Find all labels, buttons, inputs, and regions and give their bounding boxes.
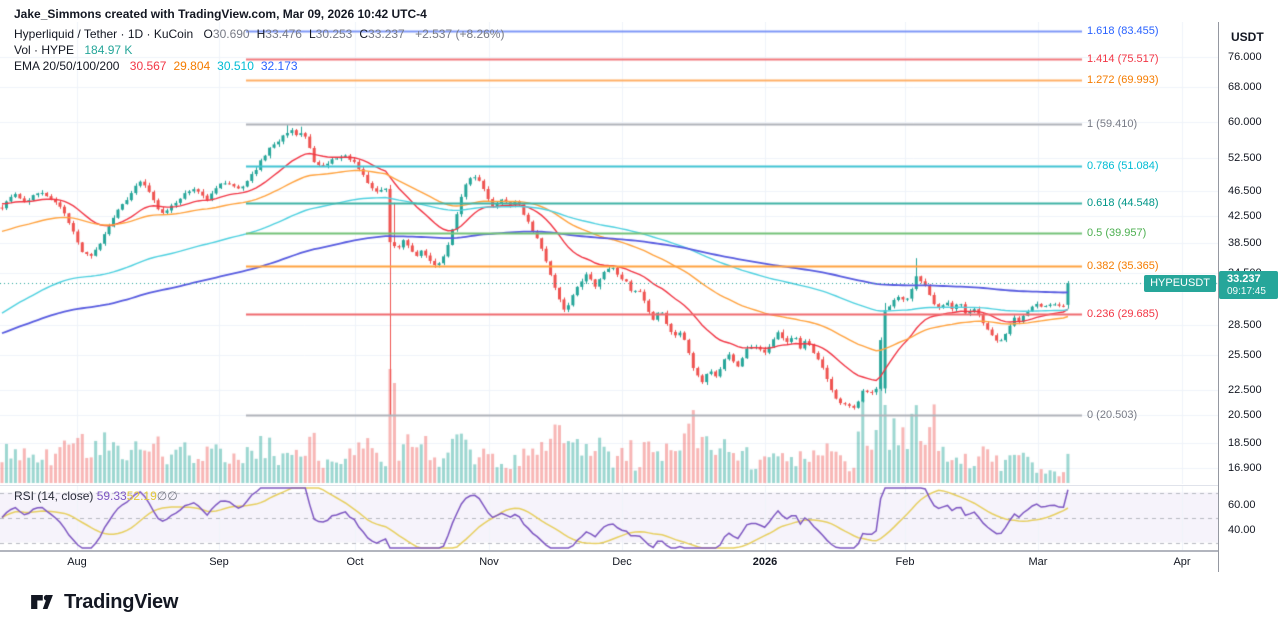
ohlc-item: C33.237 — [359, 27, 405, 41]
fib-level-label: 1.272 (69.993) — [1087, 73, 1159, 86]
rsi-value: ∅ — [156, 489, 168, 503]
price-tick-label: 28.500 — [1228, 319, 1262, 332]
tradingview-logo-icon — [31, 594, 53, 609]
price-tick-label: 38.500 — [1228, 236, 1262, 249]
time-axis-label: Aug — [67, 556, 87, 568]
tradingview-logo-text: TradingView — [64, 590, 179, 613]
time-axis-label: Feb — [895, 556, 915, 568]
time-axis-label: Apr — [1173, 556, 1191, 568]
fib-level-label: 0.786 (51.084) — [1087, 159, 1159, 172]
legend-volume-value: 184.97 K — [84, 43, 133, 57]
price-tick-label: 42.500 — [1228, 209, 1262, 222]
fib-level-label: 1 (59.410) — [1087, 118, 1138, 131]
rsi-tick-label: 60.00 — [1228, 499, 1256, 511]
bar-countdown: 09:17:45 — [1227, 286, 1266, 298]
ohlc-item: H33.476 — [256, 27, 302, 41]
axis-currency-label: USDT — [1231, 30, 1264, 44]
chart-legend: Hyperliquid / Tether · 1D · KuCoin O30.6… — [14, 26, 504, 74]
symbol-price-label-badge[interactable]: HYPEUSDT — [1144, 275, 1216, 293]
time-axis-label: Mar — [1028, 556, 1048, 568]
legend-ohlc-values: O30.690 H33.476 L30.253 C33.237 — [197, 27, 405, 41]
pane-separator-main-rsi[interactable] — [0, 485, 1280, 486]
ema-value: 32.173 — [260, 59, 298, 73]
fib-level-label: 1.618 (83.455) — [1087, 25, 1159, 38]
legend-series-title[interactable]: Hyperliquid / Tether · 1D · KuCoin — [14, 27, 194, 41]
fib-level-label: 0.382 (35.365) — [1087, 260, 1159, 273]
ema-value: 29.804 — [173, 59, 211, 73]
price-tick-label: 60.000 — [1228, 115, 1262, 128]
rsi-legend-values: 59.3352.19∅∅ — [97, 489, 178, 503]
legend-ema-row[interactable]: EMA 20/50/100/200 30.567 29.804 30.510 32.1… — [14, 58, 504, 74]
pane-separator-rsi-timeaxis[interactable] — [0, 550, 1280, 552]
rsi-value: 59.33 — [96, 489, 127, 503]
legend-change: +2.537 (+8.26%) — [415, 27, 505, 41]
price-tick-label: 25.500 — [1228, 349, 1262, 362]
rsi-legend-label: RSI (14, close) — [14, 489, 94, 503]
ema-value: 30.510 — [217, 59, 254, 73]
price-tick-label: 18.500 — [1228, 437, 1262, 450]
time-axis-label: 2026 — [752, 556, 778, 568]
ohlc-item: O30.690 — [203, 27, 250, 41]
price-tick-label: 16.900 — [1228, 461, 1262, 474]
current-price-badge[interactable]: 33.237 09:17:45 — [1219, 271, 1278, 300]
fib-level-label: 0.236 (29.685) — [1087, 307, 1159, 320]
price-tick-label: 46.500 — [1228, 185, 1262, 198]
tradingview-logo[interactable]: TradingView — [28, 588, 178, 616]
legend-ema-values: 30.567 29.804 30.510 32.173 — [123, 59, 298, 73]
rsi-value: 52.19 — [126, 489, 157, 503]
rsi-legend-row[interactable]: RSI (14, close) 59.3352.19∅∅ — [14, 489, 178, 503]
legend-volume-label: Vol · HYPE — [14, 43, 75, 57]
ohlc-item: L30.253 — [308, 27, 353, 41]
time-axis-label: Nov — [479, 556, 499, 568]
time-axis-label: Dec — [612, 556, 632, 568]
legend-volume-row[interactable]: Vol · HYPE 184.97 K — [14, 42, 504, 58]
legend-symbol-row[interactable]: Hyperliquid / Tether · 1D · KuCoin O30.6… — [14, 26, 504, 42]
price-tick-label: 76.000 — [1228, 51, 1262, 63]
price-tick-label: 22.500 — [1228, 383, 1262, 396]
time-axis-label: Oct — [346, 556, 364, 568]
time-axis-label: Sep — [209, 556, 229, 568]
price-chart-canvas[interactable] — [0, 22, 1218, 484]
fib-level-label: 0.618 (44.548) — [1087, 196, 1159, 209]
price-tick-label: 68.000 — [1228, 81, 1262, 94]
legend-ema-label: EMA 20/50/100/200 — [14, 59, 120, 73]
price-tick-label: 20.500 — [1228, 409, 1262, 422]
rsi-chart-canvas[interactable] — [0, 486, 1218, 550]
fib-level-label: 0.5 (39.957) — [1087, 226, 1147, 239]
rsi-tick-label: 40.00 — [1228, 524, 1256, 536]
attribution-text: Jake_Simmons created with TradingView.co… — [14, 7, 427, 21]
ema-value: 30.567 — [129, 59, 167, 73]
fib-level-label: 1.414 (75.517) — [1087, 52, 1159, 65]
price-tick-label: 52.500 — [1228, 152, 1262, 165]
rsi-value: ∅ — [167, 489, 178, 503]
current-price-value: 33.237 — [1227, 273, 1261, 286]
fib-level-label: 0 (20.503) — [1087, 409, 1138, 422]
